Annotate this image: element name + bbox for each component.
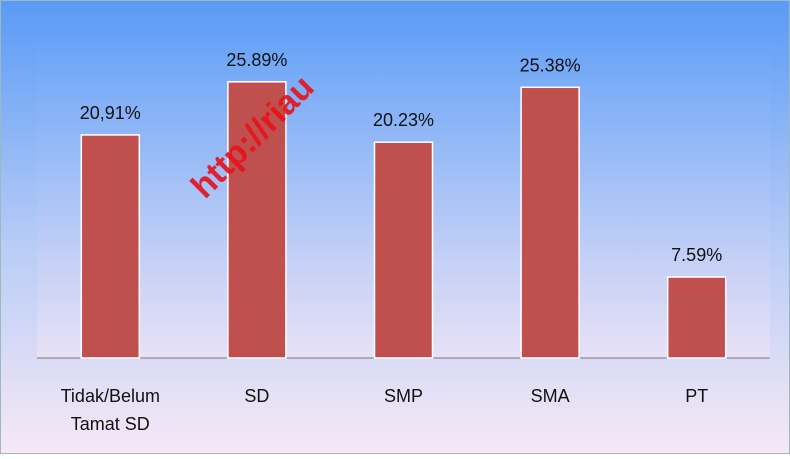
bar <box>666 276 727 359</box>
value-label: 25.38% <box>520 55 581 75</box>
x-tick-label: SMP <box>384 386 423 406</box>
x-tick-line: Tidak/Belum <box>61 386 160 406</box>
value-label: 25.89% <box>226 50 287 70</box>
value-label: 7.59% <box>671 245 722 265</box>
x-tick-label: Tidak/Belum Tamat SD <box>61 386 160 434</box>
bars: 20,91% Tidak/Belum Tamat SD 25.89% SD 20.23% S… <box>61 50 727 434</box>
bar <box>373 141 434 359</box>
x-tick-label: PT <box>685 386 708 406</box>
x-tick-label: SD <box>244 386 269 406</box>
bar <box>80 134 141 359</box>
bar <box>227 81 287 359</box>
x-tick-label: SMA <box>531 386 570 406</box>
value-label: 20.23% <box>373 110 434 130</box>
x-tick-line: Tamat SD <box>71 414 150 434</box>
value-label: 20,91% <box>80 103 141 123</box>
bar <box>520 86 580 359</box>
